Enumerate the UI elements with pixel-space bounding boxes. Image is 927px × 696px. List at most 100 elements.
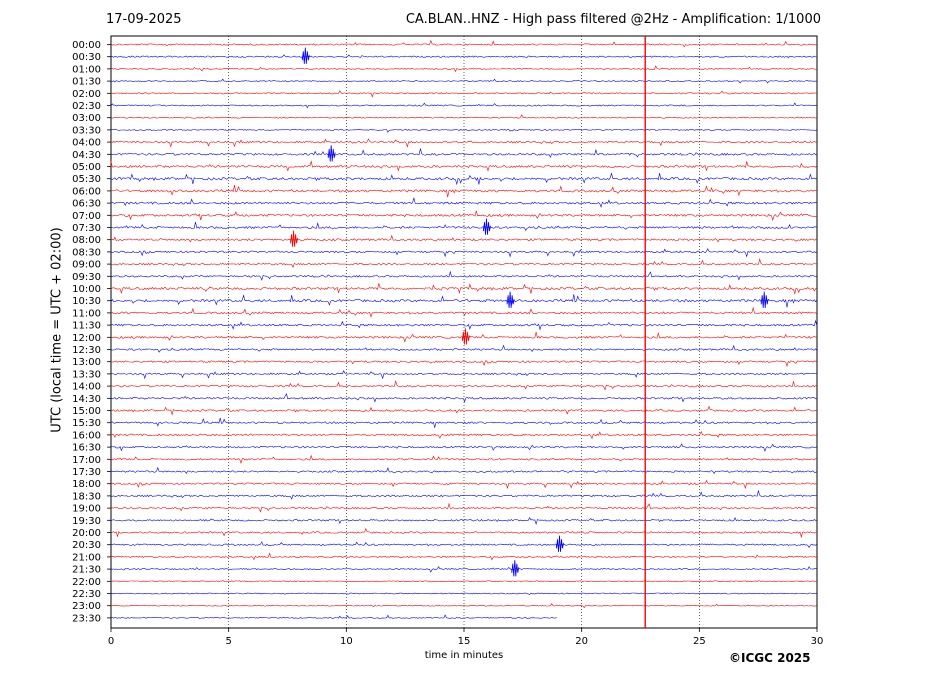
trace-line — [110, 128, 818, 133]
row-label: 07:00 — [72, 211, 101, 222]
row-label: 10:00 — [72, 284, 101, 295]
trace-line — [110, 234, 818, 243]
row-label: 23:30 — [72, 613, 101, 624]
row-label: 15:00 — [72, 406, 101, 417]
row-label: 17:30 — [72, 467, 101, 478]
trace-line — [110, 502, 817, 513]
trace-line — [110, 138, 817, 148]
row-label: 11:00 — [72, 308, 101, 319]
trace-line — [110, 78, 817, 84]
trace-line — [110, 360, 818, 368]
trace-line — [110, 592, 817, 595]
row-label: 00:30 — [72, 52, 101, 63]
chart-title: CA.BLAN..HNZ - High pass filtered @2Hz -… — [405, 12, 821, 27]
event-spike — [511, 560, 520, 577]
row-label: 02:30 — [72, 101, 101, 112]
trace-line — [110, 566, 817, 573]
trace-line — [110, 294, 818, 308]
chart-date: 17-09-2025 — [106, 12, 182, 27]
row-label: 04:30 — [72, 150, 101, 161]
row-label: 03:30 — [72, 125, 101, 136]
trace-line — [110, 283, 818, 295]
event-spike — [506, 291, 515, 308]
trace-line — [110, 454, 817, 464]
row-label: 18:00 — [72, 479, 101, 490]
trace-line — [110, 370, 817, 380]
trace-line — [110, 210, 817, 221]
row-label: 04:00 — [72, 138, 101, 149]
event-spike — [301, 47, 310, 64]
event-spike — [760, 291, 769, 308]
trace-line — [110, 114, 817, 119]
trace-line — [110, 430, 818, 440]
row-label: 08:00 — [72, 235, 101, 246]
event-spike — [462, 328, 470, 345]
row-label: 13:00 — [72, 357, 101, 368]
trace-line — [110, 479, 817, 490]
trace-line — [110, 148, 817, 159]
copyright-notice: ©ICGC 2025 — [729, 651, 811, 665]
row-label: 16:00 — [72, 430, 101, 441]
row-label: 09:30 — [72, 272, 101, 283]
row-label: 06:30 — [72, 199, 101, 210]
trace-line — [110, 417, 817, 428]
event-spike — [556, 535, 564, 552]
row-label: 21:00 — [72, 552, 101, 563]
row-label: 19:30 — [72, 516, 101, 527]
trace-line — [110, 160, 818, 172]
row-label: 22:00 — [72, 577, 101, 588]
x-tick-label: 15 — [458, 636, 471, 647]
x-tick-label: 0 — [108, 636, 114, 647]
trace-line — [110, 466, 818, 474]
trace-line — [110, 39, 817, 48]
trace-line — [110, 614, 558, 619]
row-label: 12:30 — [72, 345, 101, 356]
row-label: 11:30 — [72, 321, 101, 332]
row-label: 20:00 — [72, 528, 101, 539]
row-label: 18:30 — [72, 491, 101, 502]
row-label: 08:30 — [72, 247, 101, 258]
row-label: 05:00 — [72, 162, 101, 173]
trace-line — [110, 516, 817, 526]
row-label: 01:30 — [72, 77, 101, 88]
trace-line — [110, 319, 818, 331]
row-label: 13:30 — [72, 369, 101, 380]
row-label: 20:30 — [72, 540, 101, 551]
row-label: 03:00 — [72, 113, 101, 124]
row-label: 22:30 — [72, 589, 101, 600]
trace-line — [110, 257, 817, 268]
row-label: 21:30 — [72, 565, 101, 576]
row-label: 01:00 — [72, 64, 101, 75]
trace-line — [110, 222, 817, 232]
trace-line — [110, 489, 817, 500]
event-spike — [327, 145, 336, 162]
trace-line — [110, 443, 818, 452]
row-label: 15:30 — [72, 418, 101, 429]
event-spike — [290, 230, 298, 247]
row-label: 12:00 — [72, 333, 101, 344]
row-label: 00:00 — [72, 40, 101, 51]
row-label: 16:30 — [72, 443, 101, 454]
trace-line — [110, 580, 817, 583]
trace-line — [110, 603, 818, 609]
row-label: 09:00 — [72, 260, 101, 271]
row-label: 23:00 — [72, 601, 101, 612]
trace-line — [110, 54, 817, 59]
trace-line — [110, 270, 817, 281]
row-label: 10:30 — [72, 296, 101, 307]
x-tick-label: 30 — [811, 636, 824, 647]
row-label: 19:00 — [72, 504, 101, 515]
trace-line — [110, 393, 817, 403]
x-tick-label: 20 — [575, 636, 588, 647]
x-tick-label: 10 — [340, 636, 353, 647]
trace-line — [110, 405, 817, 416]
trace-line — [110, 65, 817, 73]
trace-line — [110, 90, 817, 98]
event-spike — [483, 218, 491, 235]
trace-line — [110, 541, 818, 549]
trace-line — [110, 528, 817, 539]
trace-line — [110, 552, 818, 561]
x-tick-label: 5 — [225, 636, 231, 647]
row-label: 17:00 — [72, 455, 101, 466]
